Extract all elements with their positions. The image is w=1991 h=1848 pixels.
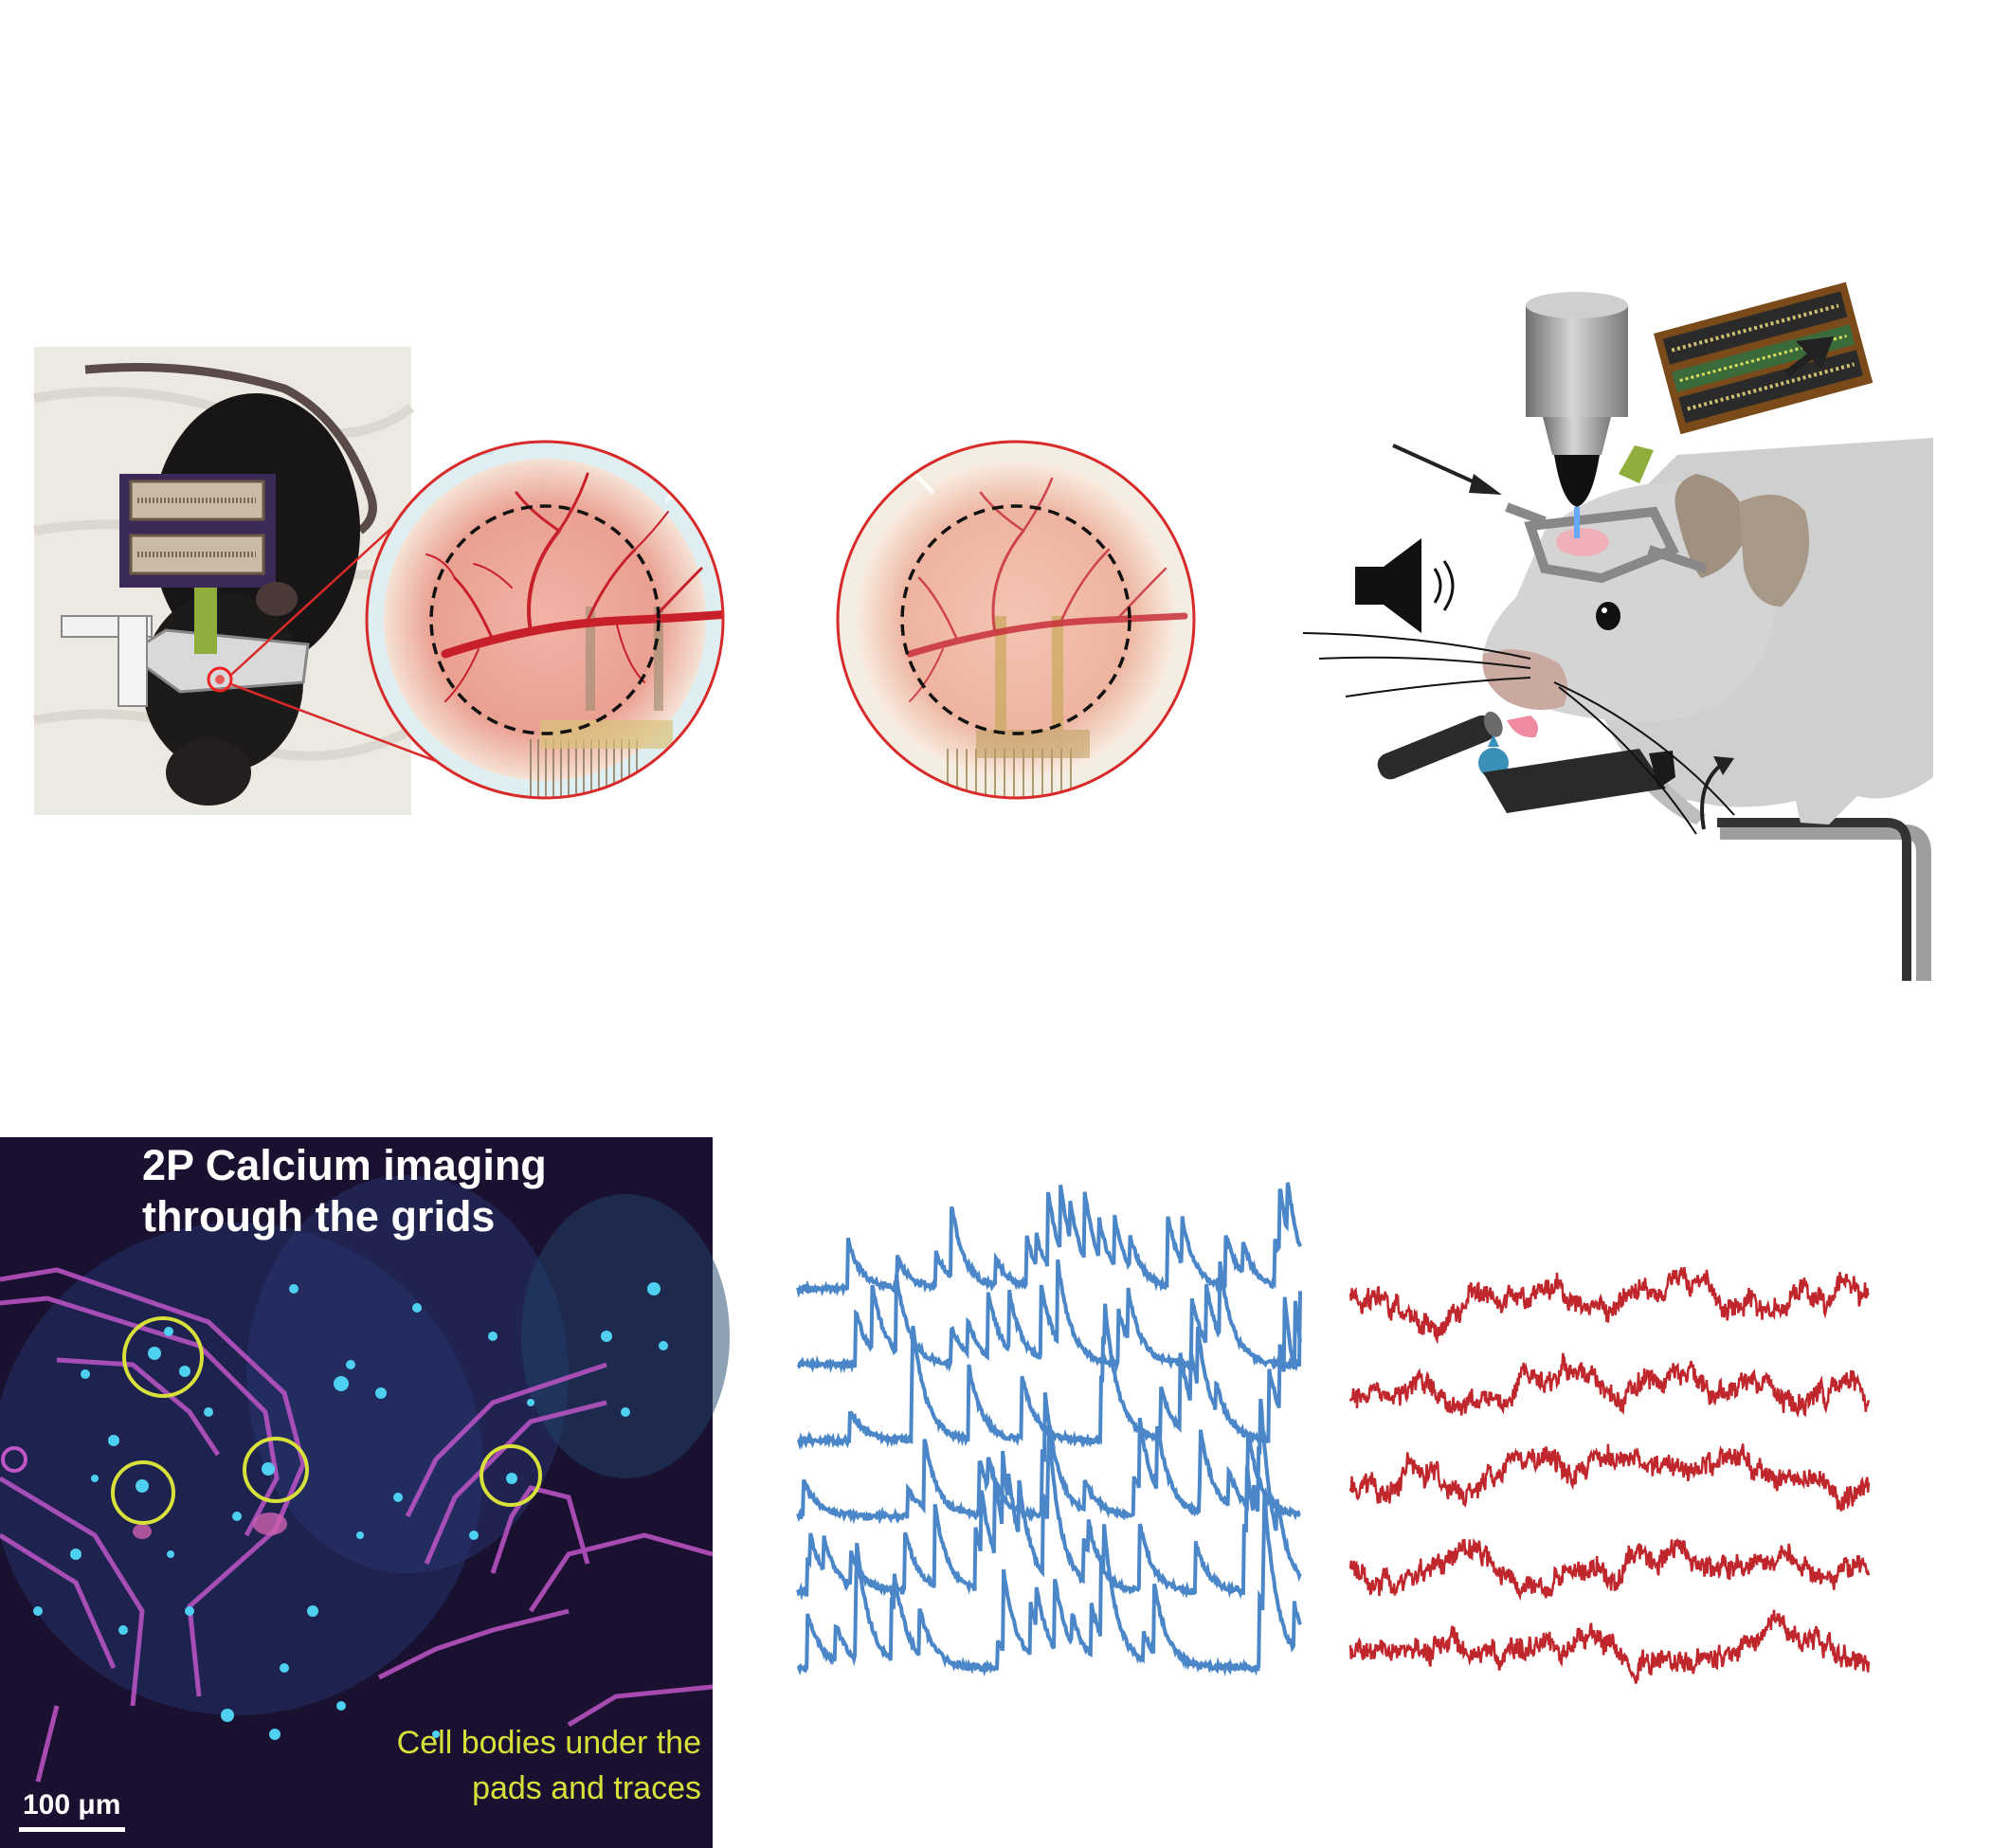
electrophysiology-trace-3: [1348, 1443, 1871, 1512]
scale-bar: [19, 1827, 125, 1832]
two-photon-image: [0, 1137, 730, 1848]
calcium-imaging-title-line2: through the grids: [142, 1192, 496, 1241]
calcium-trace-2: [796, 1259, 1302, 1374]
cell-bodies-caption-line1: Cell bodies under the: [396, 1725, 701, 1761]
calcium-trace-1: [796, 1182, 1302, 1298]
cranial-window-zoom-2: [836, 440, 1196, 800]
calcium-trace-5: [796, 1398, 1302, 1602]
electrophysiology-traces: [1348, 1266, 1871, 1684]
cranial-window-zoom-1: [365, 440, 725, 800]
calcium-imaging-title: 2P Calcium imaging through the grids: [142, 1140, 635, 1242]
electrophysiology-trace-5: [1348, 1609, 1871, 1684]
electrophysiology-trace-4: [1348, 1537, 1871, 1602]
calcium-traces: [796, 1182, 1302, 1677]
electrophysiology-trace-1: [1348, 1266, 1870, 1345]
calcium-trace-6: [796, 1495, 1302, 1677]
scale-bar-label: 100 μm: [23, 1789, 121, 1821]
calcium-imaging-title-line1: 2P Calcium imaging: [142, 1141, 547, 1189]
cell-bodies-caption-line2: pads and traces: [472, 1770, 701, 1806]
calcium-trace-4: [796, 1392, 1301, 1525]
electrophysiology-trace-2: [1348, 1352, 1871, 1419]
mouse-photo: [33, 347, 415, 815]
cell-bodies-caption: Cell bodies under the pads and traces: [313, 1720, 701, 1811]
experiment-schematic: [1302, 281, 1933, 981]
